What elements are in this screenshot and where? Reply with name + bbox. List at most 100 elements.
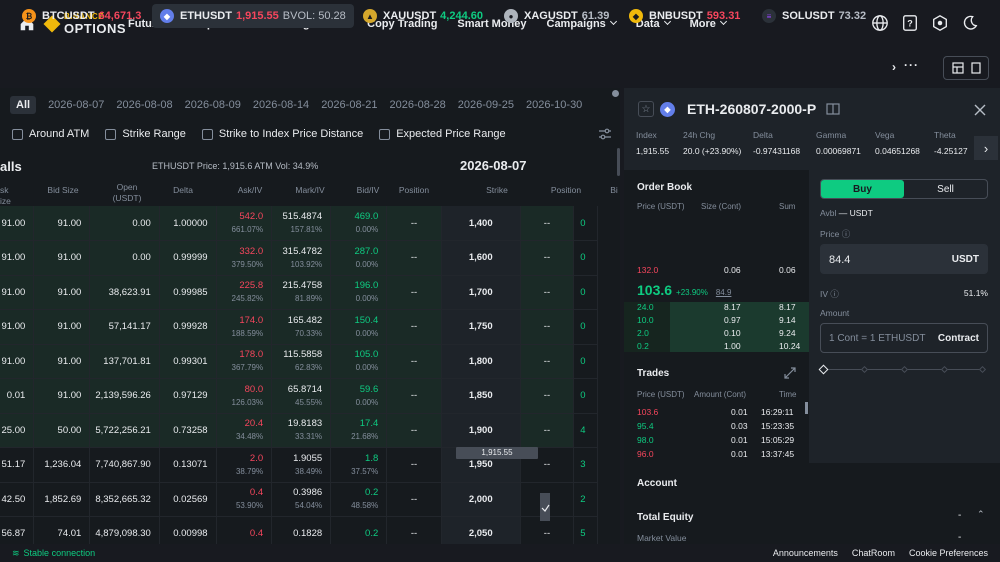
ticker-xauusdt[interactable]: ▲ XAUUSDT 4,244.60	[355, 4, 491, 28]
cell-strike[interactable]: 1,600	[441, 240, 521, 276]
cell-ask-iv[interactable]: 20.4 34.48%	[216, 413, 273, 448]
help-icon[interactable]: ?	[900, 13, 920, 33]
ticker-ethusdt[interactable]: ◆ ETHUSDT 1,915.55 BVOL: 50.28	[152, 4, 354, 28]
ticker-xagusdt[interactable]: ● XAGUSDT 61.39	[496, 4, 617, 28]
amount-slider[interactable]	[818, 364, 988, 375]
table-row[interactable]: 91.00 91.00 0.00 1.00000 542.0 661.07% 515.487…	[0, 206, 598, 241]
binance-options-logo[interactable]: BINANCE OPTIONS	[43, 12, 126, 35]
close-icon[interactable]	[974, 104, 986, 116]
cell-mark-iv[interactable]: 1.9055 38.49%	[271, 447, 332, 483]
ob-ask-row[interactable]: 132.0 0.06 0.06	[624, 265, 809, 277]
scrollbar[interactable]	[617, 148, 620, 176]
cell-put-bid[interactable]: 0	[573, 309, 598, 345]
book-icon[interactable]	[826, 103, 840, 115]
expand-icon[interactable]	[784, 367, 796, 379]
cell-put-bid[interactable]: 0	[573, 344, 598, 379]
cell-bid-iv[interactable]: 150.4 0.00%	[330, 309, 388, 345]
cell-put-bid[interactable]: 3	[573, 447, 598, 483]
checkbox[interactable]	[105, 128, 117, 140]
cell-bid-iv[interactable]: 1.8 37.57%	[330, 447, 388, 483]
cell-strike[interactable]: 1,800	[441, 344, 521, 379]
checkbox[interactable]	[379, 128, 391, 140]
amount-input[interactable]: 1 Cont = 1 ETHUSDT Contract	[820, 323, 988, 353]
slider-step[interactable]	[860, 365, 869, 374]
expiry-tab[interactable]: 2026-08-07	[48, 99, 105, 111]
panel-icon[interactable]	[970, 62, 981, 74]
ob-bid-row[interactable]: 24.0 8.17 8.17	[624, 302, 809, 314]
cell-strike[interactable]: 1,750	[441, 309, 521, 345]
layout-toggle[interactable]	[943, 56, 989, 80]
cell-bid-iv[interactable]: 0.2 48.58%	[330, 482, 388, 517]
expiry-tab-all[interactable]: All	[10, 96, 37, 114]
cell-strike[interactable]: 1,900	[441, 413, 521, 448]
more-dots-icon[interactable]: ···	[904, 58, 919, 72]
checkbox[interactable]	[12, 128, 23, 140]
cell-bid-iv[interactable]: 59.6 0.00%	[330, 378, 388, 414]
expiry-tab[interactable]: 2026-08-14	[252, 99, 310, 111]
cell-ask-iv[interactable]: 332.0 379.50%	[216, 240, 273, 276]
cell-mark-iv[interactable]: 165.482 70.33%	[271, 309, 332, 345]
ob-bid-row[interactable]: 2.0 0.10 9.24	[624, 328, 809, 340]
table-row[interactable]: 91.00 91.00 38,623.91 0.99985 225.8 245.82% 21…	[0, 275, 598, 310]
expiry-tab[interactable]: 2026-08-28	[389, 99, 446, 111]
expiry-tab[interactable]: 2026-08-08	[116, 99, 173, 111]
expiry-tab[interactable]: 2026-08-09	[184, 99, 241, 111]
cell-put-bid[interactable]: 0	[573, 275, 598, 310]
menu-data[interactable]: Data	[636, 17, 671, 30]
ticker-btcusdt[interactable]: ₿ BTCUSDT 64,671.3	[14, 4, 149, 28]
cell-mark-iv[interactable]: 215.4758 81.89%	[271, 275, 332, 310]
dark-mode-icon[interactable]	[960, 13, 980, 33]
ob-bid-row[interactable]: 0.2 1.00 10.24	[624, 341, 809, 353]
cell-ask-iv[interactable]: 542.0 661.07%	[216, 206, 273, 241]
ticker-bnbusdt[interactable]: ◆ BNBUSDT 593.31	[621, 4, 748, 28]
cell-mark-iv[interactable]: 515.4874 157.81%	[271, 206, 332, 241]
menu-copy-trading[interactable]: Copy Trading	[367, 18, 438, 30]
cell-ask-iv[interactable]: 225.8 245.82%	[216, 275, 273, 310]
table-row[interactable]: 42.50 1,852.69 8,352,665.32 0.02569 0.4 53.90…	[0, 482, 598, 517]
announcements-link[interactable]: Announcements	[772, 548, 838, 558]
cell-put-bid[interactable]: 4	[573, 413, 598, 448]
cell-strike[interactable]: 1,700	[441, 275, 521, 310]
chatroom-link[interactable]: ChatRoom	[851, 548, 895, 558]
ticker-solusdt[interactable]: ≡ SOLUSDT 73.32	[754, 4, 874, 28]
checkbox[interactable]	[201, 128, 213, 140]
trades-scrollbar[interactable]	[805, 402, 808, 414]
filter-expected-range[interactable]: Expected Price Range	[379, 128, 506, 140]
cell-ask-iv[interactable]: 174.0 188.59%	[216, 309, 273, 345]
cell-ask-iv[interactable]: 178.0 367.79%	[216, 344, 273, 379]
table-row[interactable]: 25.00 50.00 5,722,256.21 0.73258 20.4 34.48% 1…	[0, 413, 598, 448]
cell-ask-iv[interactable]: 0.4 53.90%	[216, 482, 273, 517]
layout-icon[interactable]	[951, 62, 964, 74]
cell-strike[interactable]: 2,000	[441, 482, 521, 517]
close-dot-icon[interactable]	[612, 90, 619, 97]
cell-bid-iv[interactable]: 196.0 0.00%	[330, 275, 388, 310]
slider-step[interactable]	[978, 365, 987, 374]
table-row[interactable]: 91.00 91.00 0.00 0.99999 332.0 379.50% 315.478…	[0, 240, 598, 276]
slider-step[interactable]	[940, 365, 949, 374]
cell-strike[interactable]: 1,850	[441, 378, 521, 414]
expiry-tab[interactable]: 2026-09-25	[457, 99, 515, 111]
menu-more[interactable]: More	[690, 17, 727, 30]
menu-campaigns[interactable]: Campaigns	[547, 17, 617, 30]
slider-handle[interactable]	[818, 364, 829, 375]
table-row[interactable]: 91.00 91.00 137,701.81 0.99301 178.0 367.79% 1…	[0, 344, 598, 379]
globe-icon[interactable]	[870, 13, 890, 33]
filter-around-atm[interactable]: Around ATM	[12, 128, 89, 140]
table-row[interactable]: 91.00 91.00 57,141.17 0.99928 174.0 188.59% 16…	[0, 309, 598, 345]
cell-strike[interactable]: 1,400	[441, 206, 521, 241]
cell-bid-iv[interactable]: 17.4 21.68%	[330, 413, 388, 448]
cell-bid-iv[interactable]: 469.0 0.00%	[330, 206, 388, 241]
cell-bid-iv[interactable]: 105.0 0.00%	[330, 344, 388, 379]
price-input[interactable]: 84.4 USDT	[820, 244, 988, 274]
favorite-star-icon[interactable]: ☆	[638, 101, 654, 117]
cell-put-bid[interactable]: 0	[573, 378, 598, 414]
expiry-tab[interactable]: 2026-08-21	[321, 99, 378, 111]
cell-bid-iv[interactable]: 287.0 0.00%	[330, 240, 388, 276]
cell-ask-iv[interactable]: 2.0 38.79%	[216, 447, 273, 483]
table-row[interactable]: 0.01 91.00 2,139,596.26 0.97129 80.0 126.03% 6…	[0, 378, 598, 414]
filter-strike-distance[interactable]: Strike to Index Price Distance	[201, 128, 363, 140]
filter-strike-range[interactable]: Strike Range	[105, 128, 186, 140]
collapse-icon[interactable]: ⌃	[977, 509, 985, 519]
cell-put-bid[interactable]: 0	[573, 240, 598, 276]
cell-put-bid[interactable]: 2	[573, 482, 598, 517]
